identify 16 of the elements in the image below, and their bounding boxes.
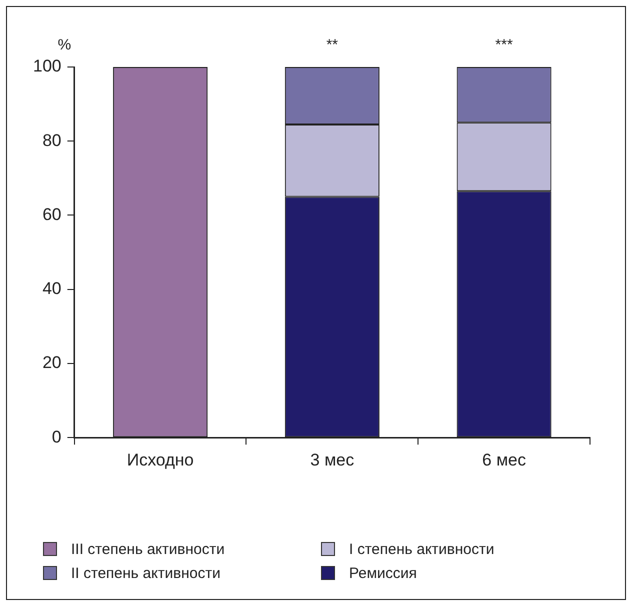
y-tick-label: 20 [42,353,62,372]
legend-label: I степень активности [349,540,494,558]
text: *** [495,36,513,54]
x-tick-label: Исходно [126,450,194,470]
x-tick-label: 3 мес [310,450,355,470]
legend-label: II степень активности [71,564,220,582]
text: ** [326,36,338,54]
y-tick-label: 40 [42,279,62,298]
y-axis-title: % [58,36,72,54]
legend-label: Ремиссия [349,564,417,582]
x-tick-label: 6 мес [482,450,526,470]
legend-label: III степень активности [71,540,225,558]
y-tick-label: 100 [32,56,62,76]
y-tick-label: 60 [42,204,62,224]
y-tick-label: 80 [42,130,62,150]
y-tick-label: 0 [52,427,62,446]
